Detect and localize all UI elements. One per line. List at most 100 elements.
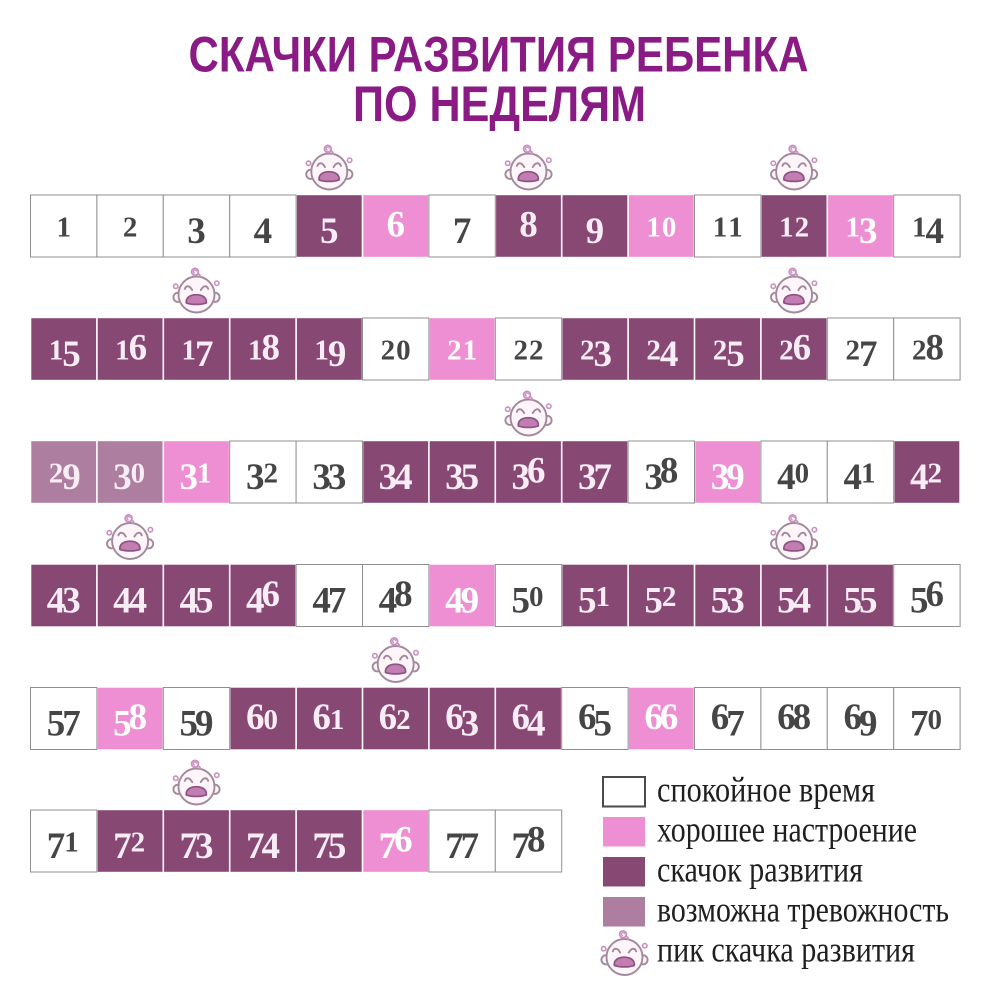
svg-text:1: 1	[49, 335, 64, 367]
svg-text:5: 5	[320, 211, 339, 252]
svg-text:1: 1	[56, 212, 71, 244]
svg-text:0: 0	[396, 335, 411, 367]
svg-text:5: 5	[62, 334, 81, 375]
svg-text:5: 5	[726, 334, 745, 375]
svg-text:6: 6	[527, 451, 546, 492]
svg-text:6: 6	[379, 697, 398, 738]
svg-text:1: 1	[115, 335, 130, 367]
svg-text:3: 3	[246, 457, 265, 498]
svg-text:3: 3	[461, 704, 480, 745]
svg-text:3: 3	[644, 457, 663, 498]
svg-text:1: 1	[314, 335, 329, 367]
svg-text:пик скачка развития: пик скачка развития	[657, 930, 915, 970]
svg-text:1: 1	[713, 212, 728, 244]
svg-text:4: 4	[180, 581, 199, 622]
svg-text:3: 3	[445, 457, 464, 498]
svg-text:2: 2	[514, 335, 529, 367]
svg-text:2: 2	[646, 335, 661, 367]
svg-text:7: 7	[312, 826, 331, 867]
svg-text:5: 5	[777, 581, 796, 622]
svg-text:4: 4	[312, 581, 331, 622]
svg-text:3: 3	[711, 457, 730, 498]
svg-text:7: 7	[453, 211, 472, 252]
svg-text:8: 8	[925, 328, 944, 369]
svg-text:7: 7	[113, 826, 132, 867]
svg-text:7: 7	[47, 826, 66, 867]
svg-text:2: 2	[263, 458, 278, 490]
svg-text:хорошее настроение: хорошее настроение	[657, 810, 917, 850]
svg-text:6: 6	[394, 820, 413, 861]
svg-text:3: 3	[195, 826, 214, 867]
svg-text:4: 4	[777, 457, 796, 498]
svg-text:4: 4	[379, 581, 398, 622]
svg-text:1: 1	[646, 212, 661, 244]
svg-text:6: 6	[660, 697, 679, 738]
svg-text:5: 5	[180, 704, 199, 745]
svg-text:2: 2	[381, 335, 396, 367]
svg-text:8: 8	[261, 328, 280, 369]
svg-text:2: 2	[396, 704, 411, 736]
svg-text:2: 2	[795, 212, 810, 244]
svg-text:2: 2	[713, 335, 728, 367]
svg-text:2: 2	[123, 212, 138, 244]
svg-text:5: 5	[113, 704, 132, 745]
svg-text:4: 4	[925, 211, 944, 252]
svg-text:3: 3	[62, 581, 81, 622]
svg-text:6: 6	[386, 205, 405, 246]
svg-text:2: 2	[580, 335, 595, 367]
svg-text:1: 1	[846, 212, 861, 244]
svg-text:4: 4	[844, 457, 863, 498]
svg-text:2: 2	[447, 335, 462, 367]
svg-text:6: 6	[261, 574, 280, 615]
svg-text:6: 6	[644, 697, 663, 738]
svg-text:6: 6	[711, 697, 730, 738]
svg-text:9: 9	[726, 457, 745, 498]
svg-text:7: 7	[461, 826, 480, 867]
svg-text:4: 4	[246, 581, 265, 622]
svg-text:5: 5	[195, 581, 214, 622]
svg-text:2: 2	[912, 335, 927, 367]
svg-text:1: 1	[595, 581, 610, 613]
svg-text:6: 6	[793, 328, 812, 369]
svg-text:4: 4	[129, 581, 148, 622]
svg-text:5: 5	[711, 581, 730, 622]
svg-text:1: 1	[64, 827, 79, 859]
svg-text:4: 4	[793, 581, 812, 622]
svg-text:3: 3	[512, 457, 531, 498]
svg-text:скачок развития: скачок развития	[657, 850, 863, 890]
svg-text:5: 5	[910, 581, 929, 622]
svg-text:3: 3	[578, 457, 597, 498]
svg-text:0: 0	[662, 212, 677, 244]
svg-text:2: 2	[662, 581, 677, 613]
svg-text:4: 4	[394, 457, 413, 498]
svg-text:5: 5	[593, 704, 612, 745]
svg-text:0: 0	[795, 458, 810, 490]
svg-text:0: 0	[131, 458, 146, 490]
svg-text:6: 6	[777, 697, 796, 738]
svg-text:1: 1	[182, 335, 197, 367]
svg-text:7: 7	[726, 704, 745, 745]
svg-text:1: 1	[779, 212, 794, 244]
svg-text:5: 5	[844, 581, 863, 622]
svg-text:7: 7	[445, 826, 464, 867]
svg-text:2: 2	[131, 827, 146, 859]
svg-text:3: 3	[328, 457, 347, 498]
svg-text:5: 5	[859, 581, 878, 622]
svg-text:6: 6	[445, 697, 464, 738]
svg-text:8: 8	[519, 205, 538, 246]
svg-text:4: 4	[113, 581, 132, 622]
svg-text:5: 5	[644, 581, 663, 622]
svg-text:8: 8	[129, 697, 148, 738]
svg-text:0: 0	[263, 704, 278, 736]
svg-text:1: 1	[197, 458, 212, 490]
svg-text:3: 3	[593, 334, 612, 375]
svg-text:3: 3	[379, 457, 398, 498]
svg-text:9: 9	[461, 581, 480, 622]
svg-text:9: 9	[195, 704, 214, 745]
svg-text:5: 5	[328, 826, 347, 867]
svg-text:8: 8	[660, 451, 679, 492]
svg-text:8: 8	[527, 820, 546, 861]
svg-text:7: 7	[593, 457, 612, 498]
svg-text:7: 7	[910, 704, 929, 745]
svg-text:6: 6	[578, 697, 597, 738]
